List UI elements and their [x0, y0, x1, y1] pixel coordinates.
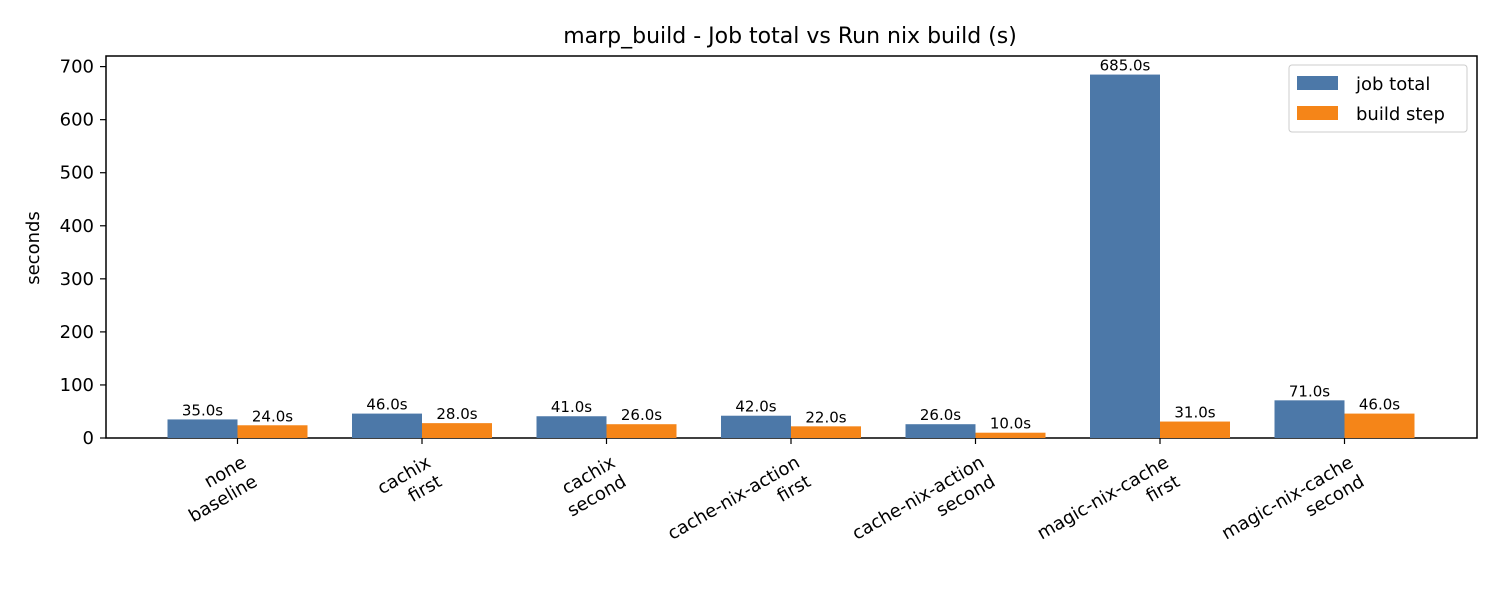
- data-label: 26.0s: [920, 406, 961, 424]
- bar-build-step: [975, 432, 1046, 438]
- y-tick-label: 0: [83, 428, 94, 449]
- bar-job-total: [352, 413, 422, 438]
- bar-build-step: [606, 424, 677, 438]
- bar-job-total: [167, 419, 238, 438]
- legend-swatch: [1297, 76, 1338, 90]
- legend: job total build step: [1288, 64, 1468, 133]
- data-label: 41.0s: [551, 398, 592, 416]
- y-tick-label: 300: [60, 269, 94, 290]
- data-label: 46.0s: [366, 396, 407, 414]
- bar-job-total: [1274, 400, 1345, 438]
- y-tick-label: 600: [60, 110, 94, 131]
- data-label: 24.0s: [252, 407, 293, 425]
- y-tick-label: 500: [60, 163, 94, 184]
- y-tick-label: 100: [60, 375, 94, 396]
- data-label: 22.0s: [805, 408, 846, 426]
- legend-swatch: [1297, 106, 1338, 120]
- plot-area: 0 100 200 300 400 500 600 700 35.0s 24.0s nonebase…: [60, 55, 1478, 545]
- data-label: 28.0s: [436, 405, 477, 423]
- data-label: 46.0s: [1359, 396, 1400, 414]
- bar-build-step: [1344, 413, 1415, 438]
- data-label: 71.0s: [1289, 382, 1330, 400]
- y-tick-label: 400: [60, 216, 94, 237]
- data-label: 31.0s: [1174, 404, 1215, 422]
- data-label: 35.0s: [182, 401, 223, 419]
- data-label: 10.0s: [990, 415, 1031, 433]
- y-tick-label: 700: [60, 57, 94, 78]
- y-tick-label: 200: [60, 322, 94, 343]
- bar-build-step: [791, 426, 861, 438]
- data-label: 42.0s: [735, 398, 776, 416]
- bar-build-step: [1160, 421, 1230, 438]
- legend-label: build step: [1356, 104, 1445, 125]
- bar-build-step: [237, 425, 308, 438]
- bar-job-total: [1090, 74, 1160, 438]
- bar-job-total: [536, 416, 607, 438]
- chart-title: marp_build - Job total vs Run nix build …: [563, 24, 1017, 49]
- data-label: 26.0s: [621, 406, 662, 424]
- y-axis-label: seconds: [23, 211, 44, 285]
- data-label: 685.0s: [1100, 57, 1151, 75]
- bar-job-total: [721, 415, 791, 438]
- axes-frame: [105, 55, 1478, 439]
- legend-label: job total: [1355, 74, 1430, 95]
- bar-build-step: [422, 423, 492, 438]
- bar-job-total: [905, 424, 976, 438]
